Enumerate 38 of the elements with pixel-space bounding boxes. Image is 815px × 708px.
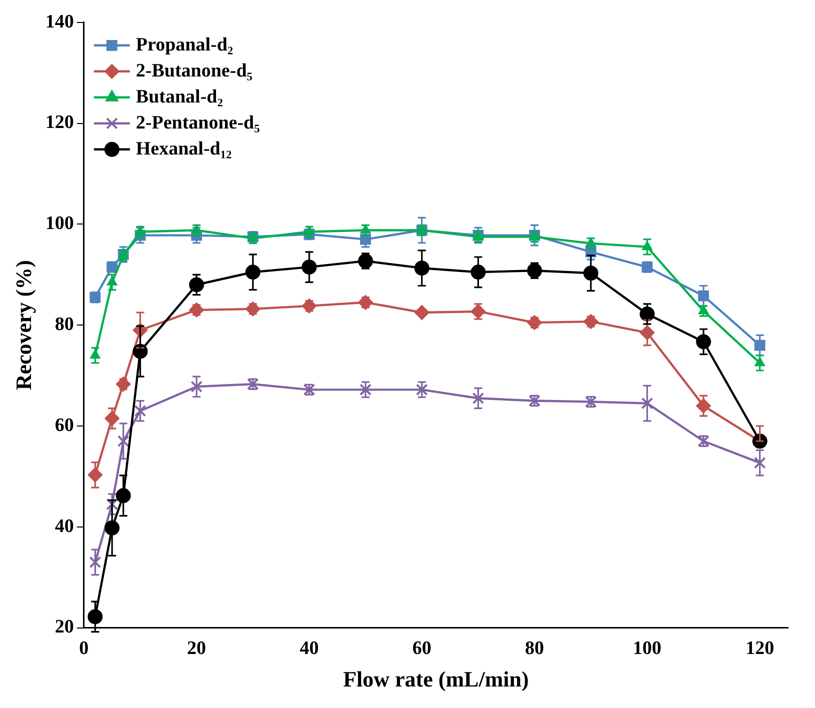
point: [527, 315, 542, 330]
x-tick-label: 60: [412, 638, 432, 660]
point: [116, 376, 131, 392]
y-tick-label: 40: [54, 516, 74, 537]
x-tick-label: 40: [300, 638, 319, 660]
point: [754, 456, 766, 469]
x-tick-label: 0: [79, 638, 89, 660]
point: [416, 384, 428, 396]
point: [414, 304, 430, 320]
legend-label: 2-Butanone-d₅: [136, 60, 253, 82]
point: [583, 314, 598, 330]
legend-label: Butanal-d₂: [136, 86, 224, 108]
x-tick-label: 80: [525, 638, 544, 660]
point: [641, 397, 654, 410]
point: [360, 384, 372, 396]
y-tick-label: 120: [45, 112, 74, 134]
point: [89, 556, 102, 568]
y-tick-label: 20: [54, 616, 74, 638]
legend-label: 2-Pentanone-d₅: [136, 112, 260, 134]
y-tick-label: 100: [45, 213, 74, 234]
point: [190, 380, 203, 393]
point: [358, 294, 374, 310]
y-tick-label: 80: [54, 314, 74, 336]
point: [106, 498, 118, 510]
point: [117, 435, 130, 448]
y-tick-label: 60: [54, 414, 74, 436]
x-tick-label: 20: [187, 638, 206, 660]
point: [472, 392, 484, 404]
x-tick-label: 100: [632, 638, 662, 660]
point: [189, 302, 204, 318]
legend-label: Hexanal-d₁₂: [136, 138, 232, 160]
y-axis-title: Recovery (%): [10, 260, 36, 390]
x-axis-title: Flow rate (mL/min): [343, 666, 529, 692]
x-tick-label: 120: [746, 638, 774, 660]
point: [245, 301, 260, 316]
y-tick-label: 140: [45, 11, 74, 32]
point: [134, 404, 146, 417]
legend-label: Propanal-d₂: [136, 34, 234, 56]
